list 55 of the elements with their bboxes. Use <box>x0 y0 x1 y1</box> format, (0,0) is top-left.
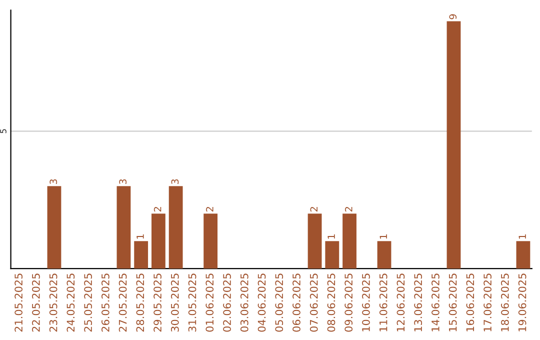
bar <box>516 241 530 269</box>
x-tick-label: 23.05.2025 <box>49 274 58 332</box>
bar <box>204 214 218 269</box>
x-tick-label: 05.06.2025 <box>275 274 284 332</box>
x-tick-label: 17.06.2025 <box>484 274 492 332</box>
data-label: 2 <box>344 207 352 212</box>
x-tick-label: 07.06.2025 <box>310 274 318 332</box>
x-tick-label: 02.06.2025 <box>223 274 231 332</box>
x-tick-label: 01.06.2025 <box>206 274 214 332</box>
bar <box>446 21 461 269</box>
x-tick-label: 26.05.2025 <box>101 274 110 332</box>
data-label: 1 <box>136 234 144 239</box>
data-label: 2 <box>206 207 214 212</box>
data-label: 3 <box>50 179 58 184</box>
x-tick-label: 03.06.2025 <box>240 274 248 332</box>
bar <box>151 214 166 269</box>
x-tick-label: 25.05.2025 <box>84 274 92 332</box>
y-tick-label: 5 <box>0 129 6 134</box>
bar <box>116 186 131 269</box>
x-tick-label: 18.06.2025 <box>500 274 509 332</box>
data-label: 9 <box>449 14 457 20</box>
bar <box>47 186 62 269</box>
x-tick-label: 09.06.2025 <box>344 274 353 332</box>
bar <box>342 214 356 269</box>
x-tick-label: 16.06.2025 <box>466 274 474 332</box>
data-label: 2 <box>154 207 162 212</box>
x-tick-label: 31.05.2025 <box>188 274 196 332</box>
data-label: 2 <box>310 207 318 212</box>
bar <box>168 186 183 269</box>
x-tick-label: 19.06.2025 <box>518 274 526 332</box>
bar <box>308 214 322 269</box>
data-label: 1 <box>328 234 335 239</box>
x-tick-label: 24.05.2025 <box>66 274 75 332</box>
x-tick-label: 08.06.2025 <box>327 274 336 332</box>
x-tick-label: 04.06.2025 <box>258 274 266 332</box>
bar <box>134 241 148 269</box>
data-label: 3 <box>171 179 179 184</box>
x-tick-label: 27.05.2025 <box>118 274 127 332</box>
x-tick-label: 06.06.2025 <box>292 274 300 332</box>
bar <box>377 241 392 269</box>
x-tick-label: 30.05.2025 <box>170 274 179 332</box>
data-label: 3 <box>119 179 127 184</box>
x-tick-label: 13.06.2025 <box>414 274 422 332</box>
bar <box>325 241 340 269</box>
x-tick-label: 21.05.2025 <box>14 274 23 332</box>
x-tick-label: 14.06.2025 <box>432 274 440 332</box>
x-tick-label: 12.06.2025 <box>396 274 405 332</box>
data-label: 1 <box>380 234 387 239</box>
x-tick-label: 22.05.2025 <box>32 274 40 332</box>
x-tick-label: 28.05.2025 <box>136 274 144 332</box>
x-tick-label: 11.06.2025 <box>379 274 388 332</box>
x-tick-label: 15.06.2025 <box>448 274 457 332</box>
data-label: 1 <box>518 234 526 239</box>
x-tick-label: 10.06.2025 <box>362 274 370 332</box>
x-tick-label: 29.05.2025 <box>154 274 162 332</box>
